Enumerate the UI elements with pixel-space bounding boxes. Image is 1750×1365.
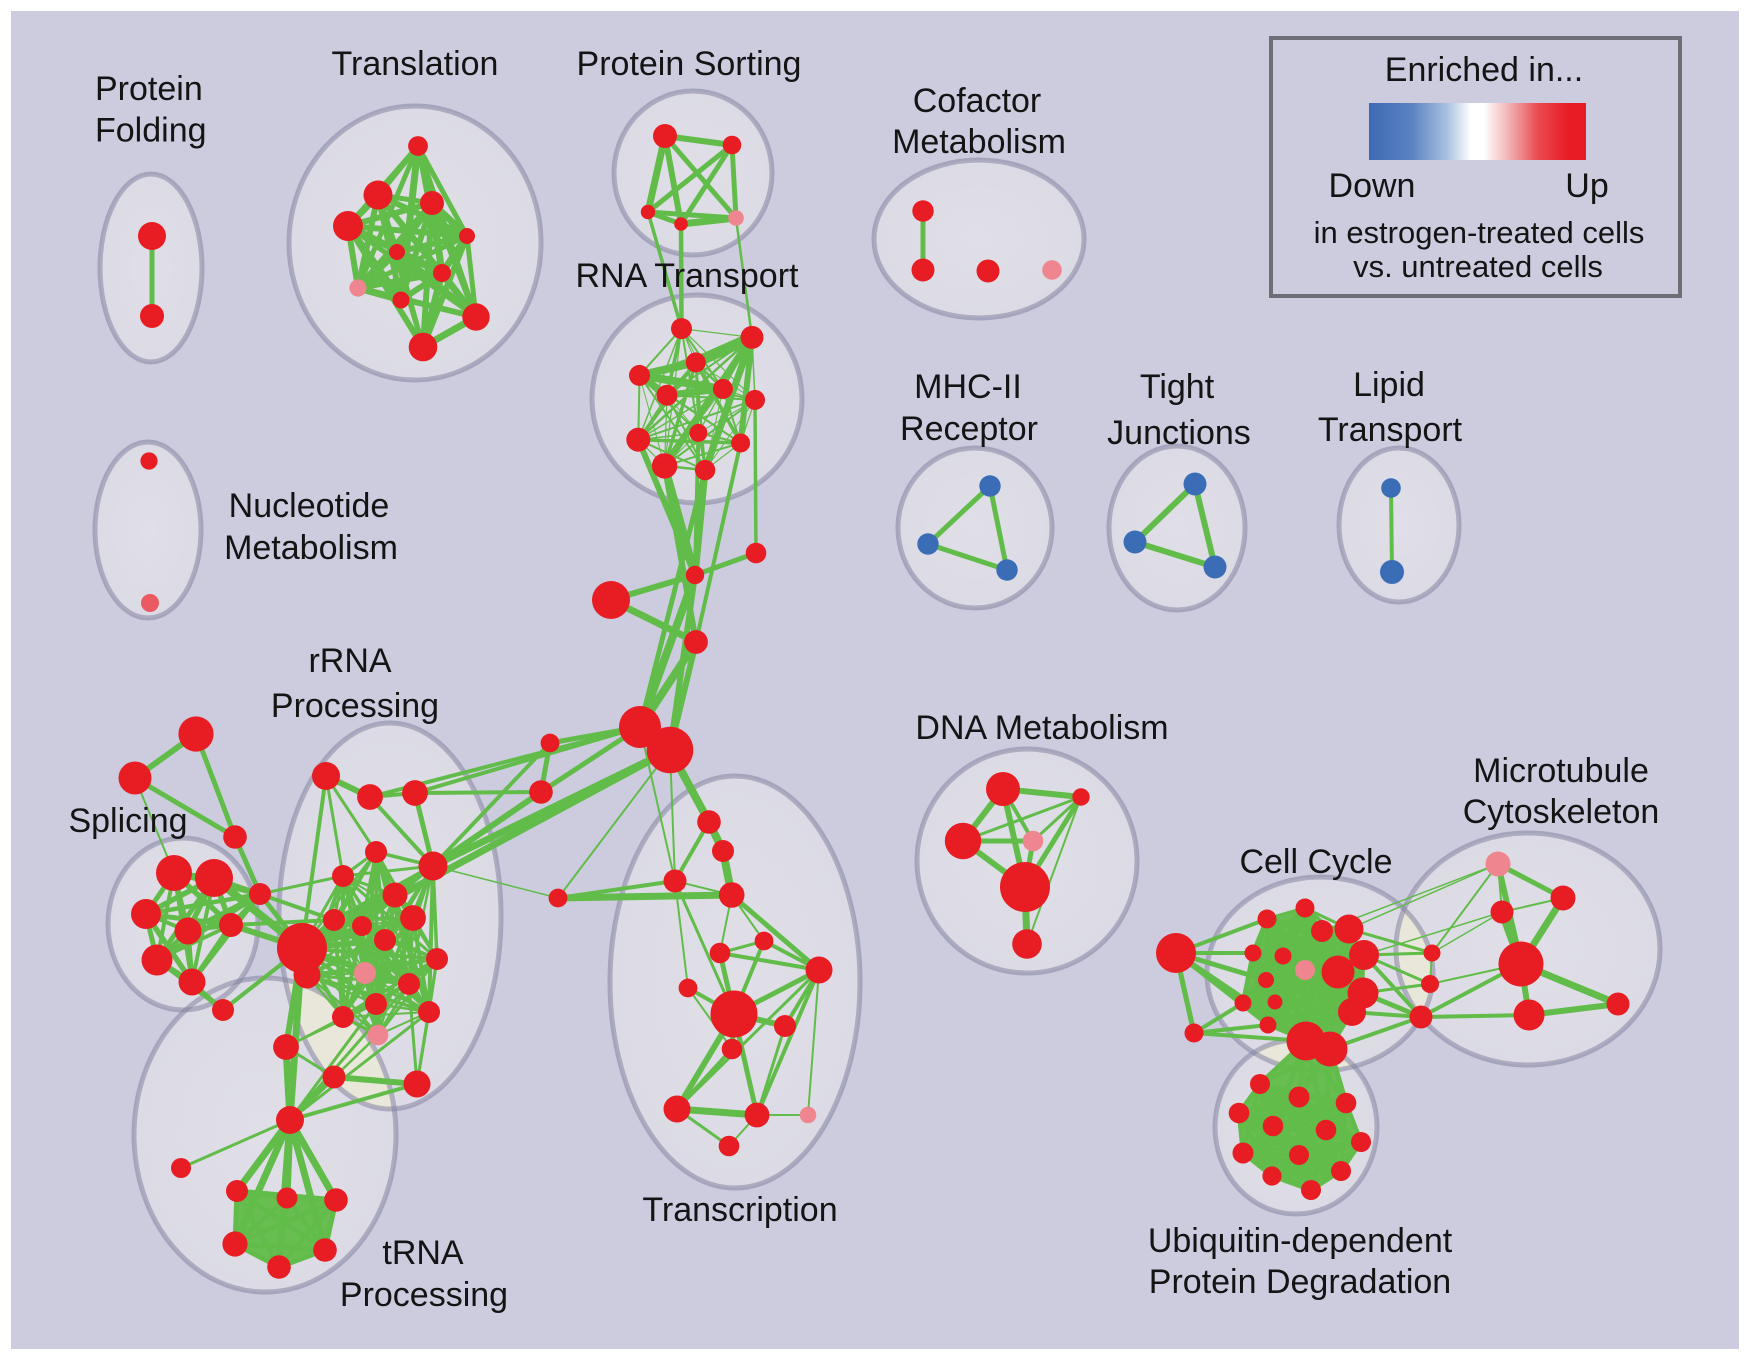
- svg-text:Transcription: Transcription: [642, 1191, 837, 1229]
- svg-text:Tight: Tight: [1140, 368, 1215, 406]
- svg-text:Protein: Protein: [95, 70, 203, 108]
- svg-text:Cofactor: Cofactor: [913, 82, 1042, 120]
- svg-text:Receptor: Receptor: [900, 410, 1038, 448]
- svg-text:Enriched in...: Enriched in...: [1385, 51, 1583, 89]
- svg-text:Cytoskeleton: Cytoskeleton: [1463, 793, 1660, 831]
- svg-text:Translation: Translation: [332, 45, 499, 83]
- svg-text:Splicing: Splicing: [68, 802, 187, 840]
- svg-text:Down: Down: [1329, 167, 1416, 205]
- svg-text:Folding: Folding: [95, 112, 207, 150]
- svg-text:Processing: Processing: [271, 687, 439, 725]
- svg-text:Nucleotide: Nucleotide: [229, 487, 390, 525]
- svg-text:Ubiquitin-dependent: Ubiquitin-dependent: [1148, 1222, 1453, 1260]
- svg-text:tRNA: tRNA: [382, 1234, 464, 1272]
- svg-text:Metabolism: Metabolism: [892, 123, 1066, 161]
- svg-text:Microtubule: Microtubule: [1473, 752, 1649, 790]
- svg-text:DNA Metabolism: DNA Metabolism: [915, 709, 1168, 747]
- svg-text:vs. untreated cells: vs. untreated cells: [1353, 249, 1603, 284]
- svg-text:Lipid: Lipid: [1353, 366, 1425, 404]
- svg-text:Cell Cycle: Cell Cycle: [1239, 843, 1392, 881]
- svg-text:Metabolism: Metabolism: [224, 529, 398, 567]
- svg-text:rRNA: rRNA: [308, 642, 391, 680]
- svg-text:Protein Degradation: Protein Degradation: [1149, 1263, 1451, 1301]
- svg-text:in estrogen-treated cells: in estrogen-treated cells: [1314, 215, 1645, 250]
- svg-text:MHC-II: MHC-II: [914, 368, 1022, 406]
- svg-text:Transport: Transport: [1318, 411, 1463, 449]
- svg-text:Protein Sorting: Protein Sorting: [577, 45, 802, 83]
- svg-text:Up: Up: [1565, 167, 1608, 205]
- svg-text:RNA Transport: RNA Transport: [576, 257, 800, 295]
- svg-text:Processing: Processing: [340, 1276, 508, 1314]
- svg-text:Junctions: Junctions: [1107, 414, 1251, 452]
